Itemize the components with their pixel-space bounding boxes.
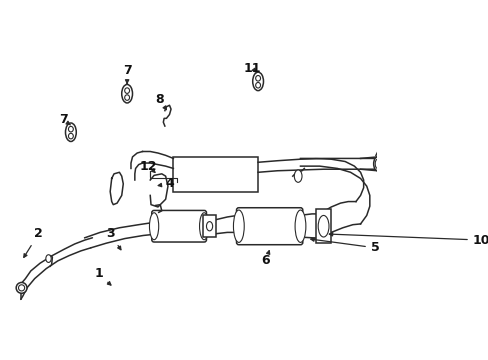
Ellipse shape: [374, 159, 379, 168]
Text: 14: 14: [0, 359, 1, 360]
Ellipse shape: [65, 123, 76, 141]
Ellipse shape: [294, 210, 305, 242]
Ellipse shape: [294, 170, 302, 182]
Text: 7: 7: [59, 113, 70, 126]
Text: 11: 11: [244, 62, 261, 75]
Ellipse shape: [68, 133, 73, 139]
Ellipse shape: [19, 285, 24, 291]
Ellipse shape: [233, 210, 244, 242]
Ellipse shape: [255, 76, 260, 81]
Ellipse shape: [149, 213, 159, 240]
Text: 6: 6: [261, 251, 269, 267]
Polygon shape: [21, 238, 92, 300]
Ellipse shape: [255, 82, 260, 88]
Ellipse shape: [252, 72, 263, 91]
Text: 13: 13: [0, 359, 1, 360]
Text: 4: 4: [158, 177, 174, 190]
FancyBboxPatch shape: [315, 209, 330, 243]
Ellipse shape: [199, 213, 208, 240]
Text: 1: 1: [94, 267, 111, 285]
Polygon shape: [425, 194, 488, 225]
Ellipse shape: [373, 157, 381, 171]
FancyBboxPatch shape: [173, 157, 258, 192]
Text: 10: 10: [328, 233, 488, 247]
Polygon shape: [150, 174, 167, 207]
Text: 2: 2: [24, 228, 43, 257]
Ellipse shape: [318, 215, 328, 237]
Text: 8: 8: [155, 93, 166, 110]
Polygon shape: [110, 172, 123, 204]
Text: 9: 9: [0, 359, 1, 360]
Ellipse shape: [122, 85, 132, 103]
Ellipse shape: [16, 283, 27, 293]
Text: 3: 3: [105, 228, 121, 250]
Text: 11: 11: [0, 359, 1, 360]
Text: 5: 5: [310, 238, 379, 254]
Ellipse shape: [68, 126, 73, 132]
Ellipse shape: [206, 222, 212, 231]
Ellipse shape: [425, 78, 436, 97]
FancyBboxPatch shape: [151, 211, 206, 242]
Text: 7: 7: [122, 64, 131, 83]
Ellipse shape: [46, 255, 51, 262]
Text: 12: 12: [140, 159, 157, 173]
Ellipse shape: [428, 89, 433, 94]
FancyBboxPatch shape: [236, 208, 302, 245]
Ellipse shape: [124, 95, 129, 100]
Ellipse shape: [124, 88, 129, 93]
FancyBboxPatch shape: [203, 215, 215, 237]
Ellipse shape: [428, 82, 433, 87]
